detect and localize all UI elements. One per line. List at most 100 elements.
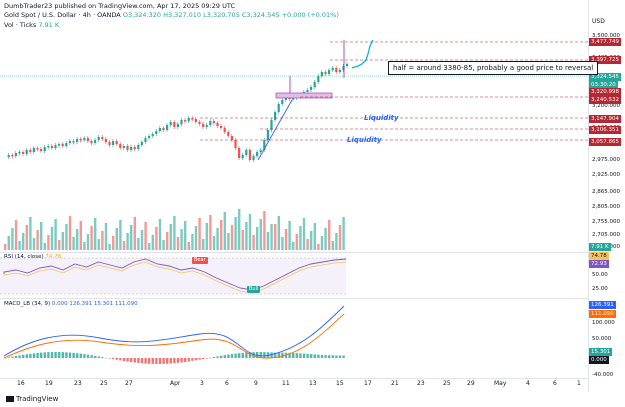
price-tick: 2,805.000: [592, 204, 620, 210]
rsi-band: [0, 258, 346, 294]
macd-histogram-bar: [54, 352, 57, 358]
volume-label: Vol · Ticks: [4, 21, 37, 29]
volume-bar: [263, 211, 266, 250]
candle-body: [270, 120, 273, 130]
macd-label[interactable]: MACD_LB (34, 9) 0.000 126.391 15.301 111…: [4, 301, 138, 307]
macd-layer: [3, 305, 345, 364]
time-tick: 6: [225, 380, 229, 387]
chart-header: DumbTrader23 published on TradingView.co…: [0, 0, 625, 36]
liquidity-label-upper[interactable]: Liquidity: [364, 114, 399, 122]
price-tick: 2,975.000: [592, 157, 620, 163]
price-level-tag: 3,477.749: [589, 38, 621, 46]
macd-histogram-bar: [126, 358, 129, 362]
volume-legend[interactable]: Vol · Ticks 7.91 K: [4, 21, 59, 29]
candle-body: [266, 130, 269, 140]
volume-bar: [270, 224, 273, 250]
volume-bar: [292, 242, 295, 250]
macd-histogram-bar: [295, 353, 298, 358]
volume-bar: [61, 232, 64, 250]
macd-histogram-bar: [180, 358, 183, 363]
candle-body: [252, 156, 255, 160]
candle-body: [122, 146, 125, 148]
volume-bar: [43, 243, 46, 250]
projection-line: [351, 39, 374, 69]
rsi-tag-a: 74.78: [589, 252, 609, 260]
rsi-ma-line: [3, 261, 347, 294]
volume-bar: [169, 224, 172, 250]
volume-bar: [238, 209, 241, 250]
candle-body: [342, 66, 345, 70]
macd-histogram-bar: [338, 355, 342, 358]
time-tick: May: [494, 380, 507, 387]
liquidity-label-lower[interactable]: Liquidity: [347, 136, 382, 144]
currency-label[interactable]: USD: [592, 18, 605, 25]
macd-line: [3, 305, 345, 357]
candle-body: [151, 134, 154, 136]
symbol-title[interactable]: Gold Spot / U.S. Dollar · 4h · OANDA: [4, 11, 121, 19]
candle-body: [324, 72, 327, 74]
macd-histogram-bar: [14, 356, 18, 358]
volume-bar: [191, 234, 194, 250]
candle-body: [148, 136, 151, 138]
pane-separator-rsi[interactable]: [0, 252, 588, 253]
published-caption: DumbTrader23 published on TradingView.co…: [4, 2, 235, 10]
macd-histogram-bar: [259, 352, 262, 358]
time-tick: 3: [200, 380, 204, 387]
macd-histogram-bar: [238, 353, 241, 358]
candle-body: [346, 64, 349, 66]
volume-bar: [79, 221, 82, 250]
time-axis[interactable]: [0, 378, 588, 393]
candle-body: [137, 145, 140, 149]
price-level-tag: 3,397.725: [589, 56, 621, 64]
annotation-box[interactable]: half = around 3380-85, probably a good p…: [388, 61, 599, 75]
volume-bar: [151, 235, 154, 250]
candle-body: [133, 147, 136, 149]
candle-body: [43, 147, 46, 151]
macd-histogram-bar: [58, 352, 61, 358]
volume-bar: [241, 230, 244, 250]
volume-bar: [108, 244, 111, 250]
macd-histogram-bar: [133, 358, 136, 363]
volume-bar: [223, 212, 226, 250]
macd-histogram-bar: [97, 356, 100, 358]
candle-body: [248, 150, 251, 160]
candle-body: [234, 140, 237, 148]
volume-bar: [328, 220, 331, 250]
candle-body: [335, 68, 338, 72]
candle-body: [317, 76, 320, 82]
macd-histogram-bar: [216, 356, 219, 358]
macd-histogram-bar: [234, 353, 237, 358]
macd-histogram-bar: [241, 352, 244, 358]
volume-bar: [248, 214, 252, 250]
volume-bar: [29, 217, 32, 250]
macd-histogram-bar: [173, 358, 176, 364]
macd-histogram-bar: [263, 352, 266, 358]
tradingview-logo[interactable]: TradingView: [6, 395, 58, 403]
rsi-label[interactable]: RSI (14, close) 74.78: [4, 254, 62, 260]
chart-canvas[interactable]: [0, 0, 588, 378]
candle-body: [259, 150, 262, 152]
price-tick: 2,865.000: [592, 189, 620, 195]
volume-bar: [317, 244, 320, 250]
candle-body: [220, 126, 223, 128]
pane-separator-macd[interactable]: [0, 298, 588, 299]
volume-bar: [155, 227, 158, 250]
volume-bar: [130, 225, 133, 250]
macd-histogram-bar: [248, 352, 252, 358]
macd-histogram-bar: [342, 355, 345, 358]
macd-histogram-bar: [90, 355, 93, 358]
level-lines-layer: [200, 41, 588, 141]
volume-bar: [158, 219, 162, 250]
macd-histogram-bar: [299, 353, 302, 358]
candle-body: [25, 150, 28, 154]
candle-body: [126, 146, 129, 150]
candle-body: [7, 155, 10, 157]
volume-bar: [126, 233, 129, 250]
volume-bar: [25, 225, 28, 250]
candle-body: [173, 122, 176, 127]
price-axis[interactable]: [588, 0, 625, 392]
symbol-line[interactable]: Gold Spot / U.S. Dollar · 4h · OANDA O3,…: [4, 11, 339, 19]
volume-bar: [68, 216, 72, 250]
candle-body: [29, 150, 32, 152]
volume-bar: [11, 228, 14, 250]
